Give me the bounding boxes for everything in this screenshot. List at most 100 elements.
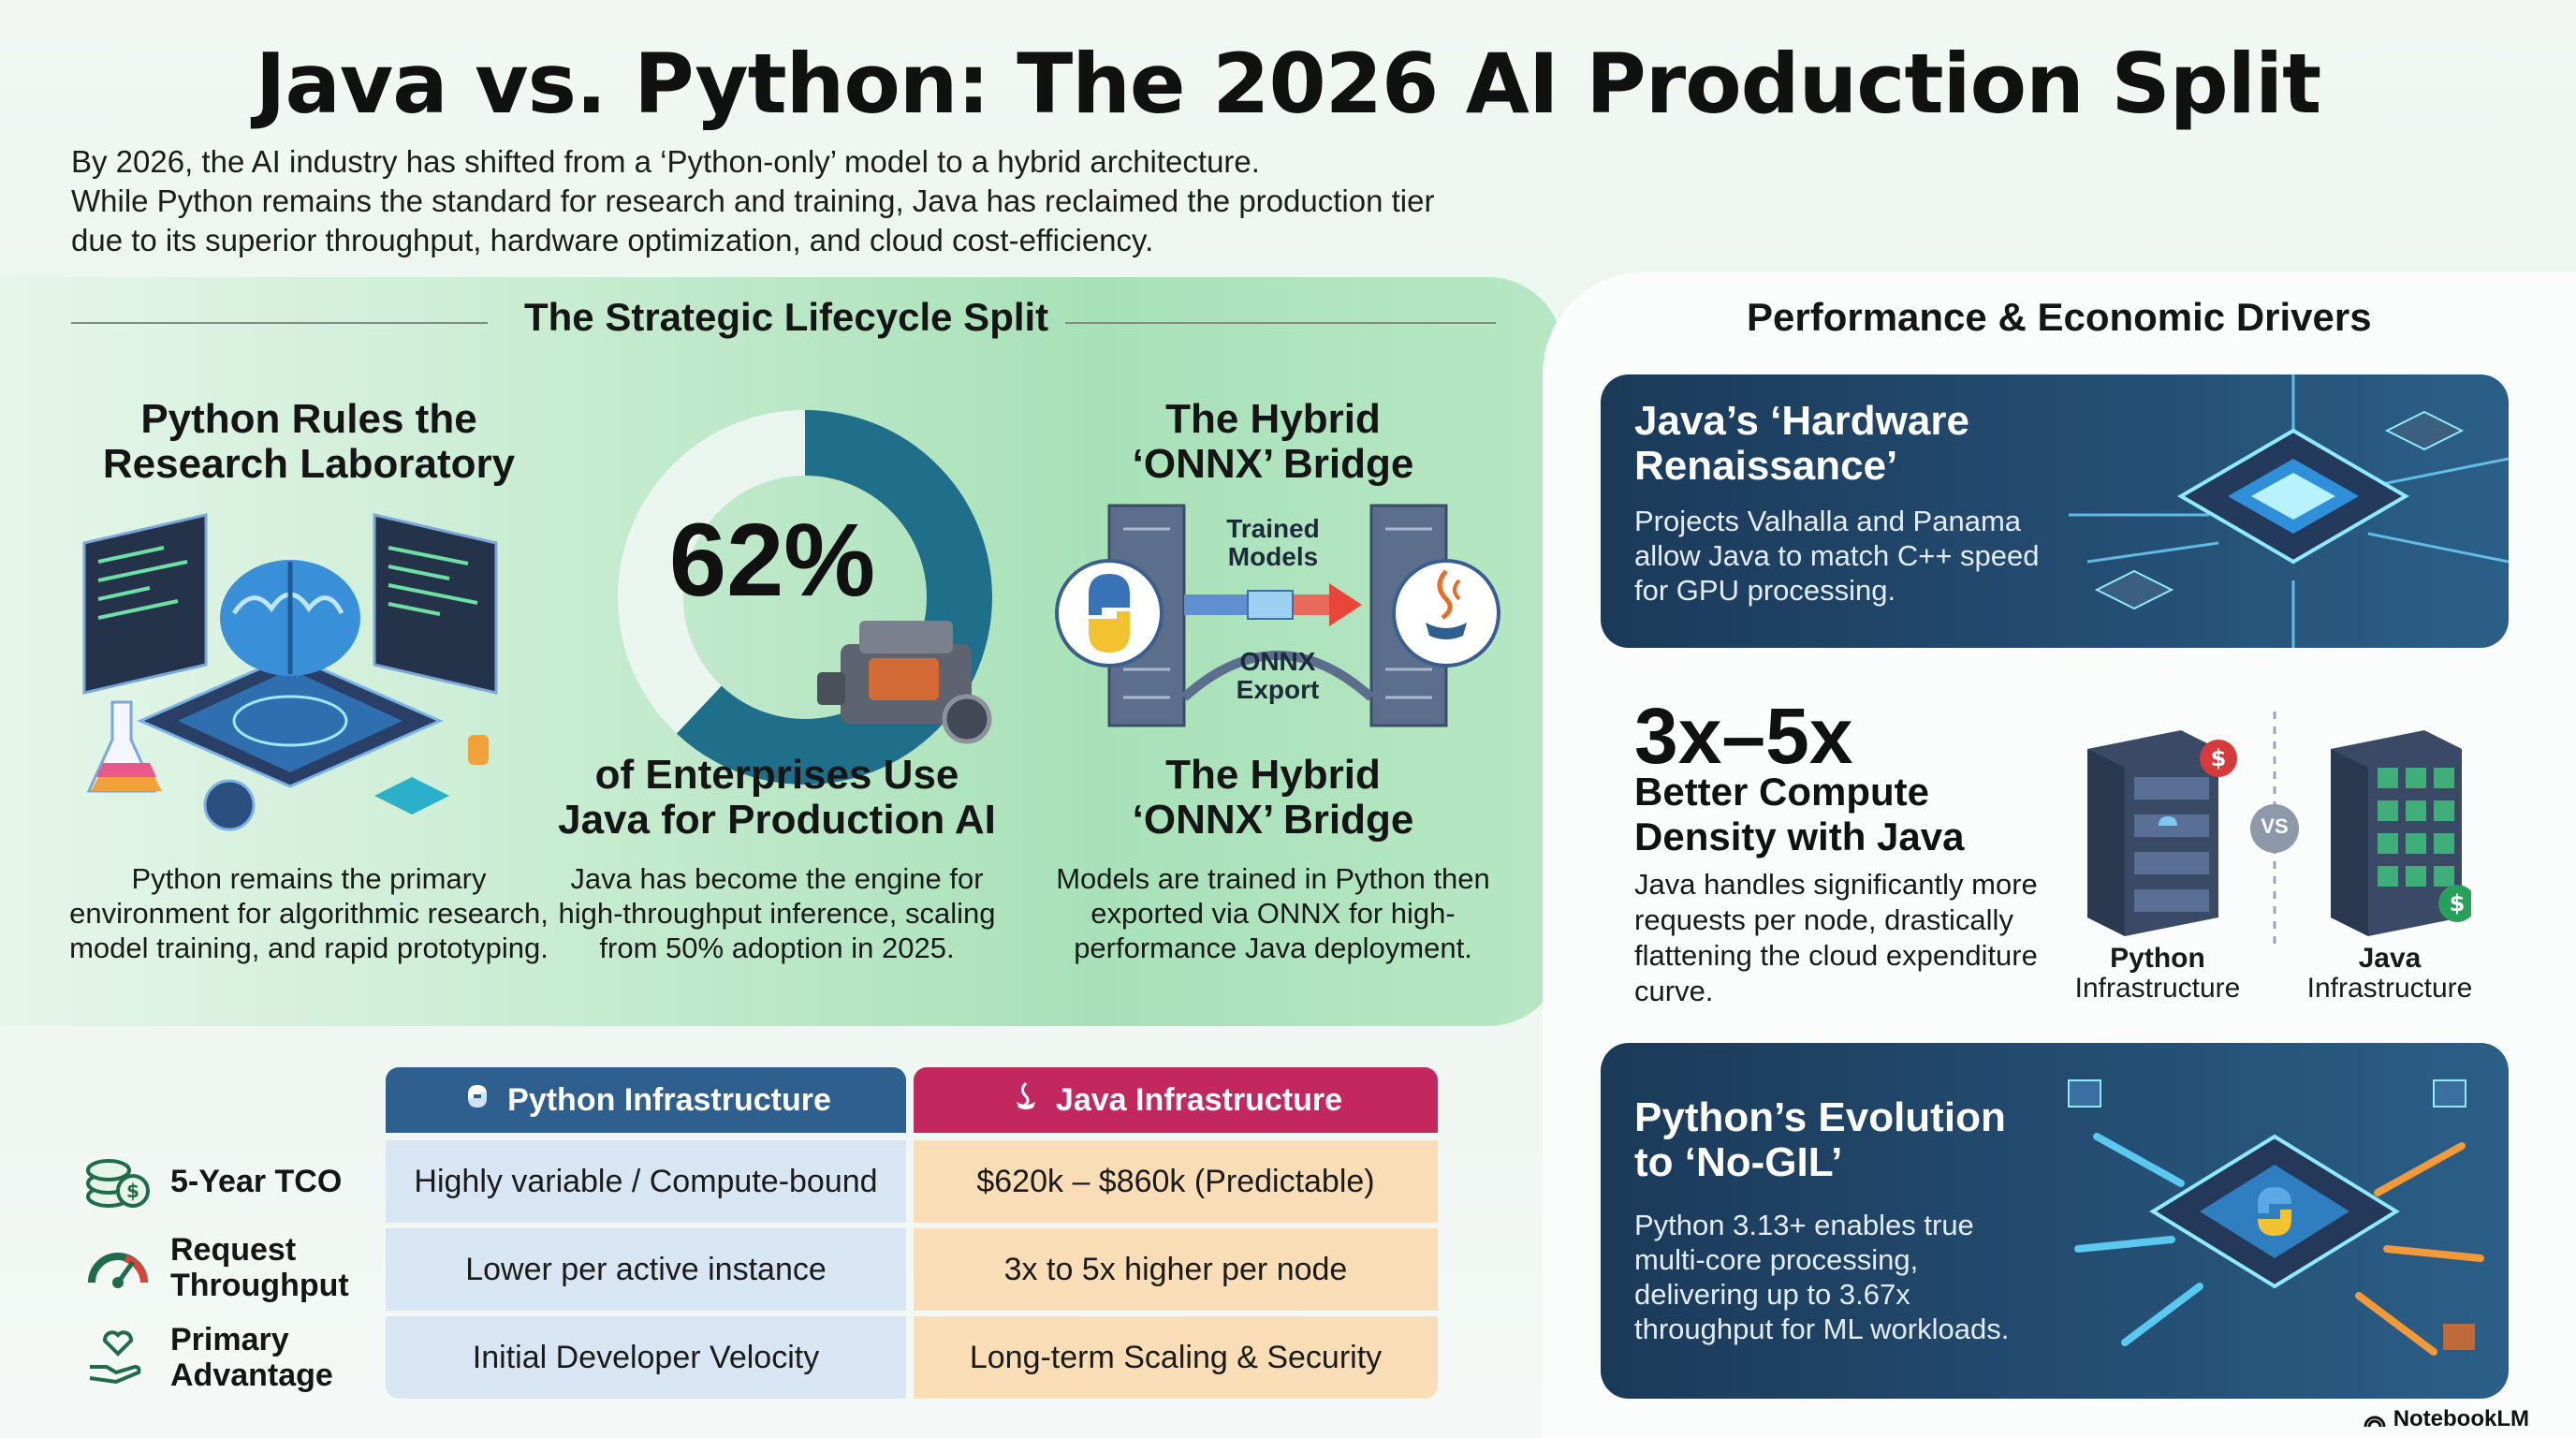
card-title: Java’s ‘Hardware Renaissance’	[1634, 399, 1969, 489]
row-label-text: Throughput	[170, 1268, 349, 1303]
page-title: Java vs. Python: The 2026 AI Production …	[255, 36, 2321, 132]
python-chip-icon	[2068, 1079, 2484, 1356]
engine-icon	[817, 621, 992, 744]
table-cell: Initial Developer Velocity	[386, 1316, 906, 1399]
density-subtitle: Better Compute Density with Java	[1634, 770, 1964, 859]
density-body: Java handles significantly more requests…	[1634, 867, 2046, 1009]
java-infra-caption: Java Infrastructure	[2291, 944, 2488, 1004]
divider	[1065, 322, 1496, 324]
title-line: The Hybrid	[1165, 752, 1381, 798]
label-line: Export	[1236, 675, 1320, 704]
title-line: of Enterprises Use	[594, 752, 959, 798]
caption-line: Infrastructure	[2306, 973, 2473, 1004]
onnx-export-label: ONNX Export	[1208, 648, 1348, 704]
gauge-icon	[88, 1253, 148, 1288]
java-infra-label: Java Infrastructure	[1055, 1081, 1343, 1118]
adoption-donut	[618, 410, 992, 785]
row-label-throughput: Request Throughput	[84, 1232, 349, 1303]
onnx-bridge-subtitle: The Hybrid ‘ONNX’ Bridge	[1039, 753, 1507, 843]
drivers-heading: Performance & Economic Drivers	[1747, 295, 2372, 339]
body-line: Python 3.13+ enables true	[1634, 1209, 1974, 1241]
body-line: environment for algorithmic research,	[69, 897, 549, 930]
python-infra-caption: Python Infrastructure	[2059, 944, 2256, 1004]
title-line: Research Laboratory	[102, 441, 516, 487]
svg-text:$: $	[126, 1180, 139, 1202]
card-body: Python 3.13+ enables true multi-core pro…	[1634, 1208, 2009, 1346]
java-server-icon: $	[2331, 730, 2471, 936]
title-line: Java’s ‘Hardware	[1634, 398, 1969, 444]
svg-text:$: $	[2211, 745, 2227, 771]
intro-line: While Python remains the standard for re…	[71, 183, 1435, 218]
vs-label: VS	[2261, 814, 2289, 838]
row-label-text: 5-Year TCO	[170, 1164, 343, 1199]
brain-chip-icon	[82, 513, 498, 831]
hardware-renaissance-card: Java’s ‘Hardware Renaissance’ Projects V…	[1601, 374, 2509, 648]
body-line: Models are trained in Python then	[1056, 862, 1490, 895]
heart-hand-icon	[89, 1330, 141, 1385]
body-line: for GPU processing.	[1634, 574, 1896, 607]
body-line: exported via ONNX for high-	[1090, 897, 1456, 930]
onnx-bridge-title: The Hybrid ‘ONNX’ Bridge	[1039, 397, 1507, 487]
intro-text: By 2026, the AI industry has shifted fro…	[71, 142, 1531, 260]
java-enterprise-title: of Enterprises Use Java for Production A…	[552, 753, 1002, 843]
caption-line: Infrastructure	[2074, 973, 2241, 1004]
table-cell: Highly variable / Compute-bound	[386, 1140, 906, 1223]
row-label-text: Primary	[170, 1322, 289, 1357]
title-line: ‘ONNX’ Bridge	[1132, 441, 1414, 487]
caption-line: Python	[2110, 943, 2205, 974]
cpu-chip-icon	[2069, 374, 2509, 648]
row-label-text: Request	[170, 1232, 297, 1268]
row-label-text: Advantage	[170, 1357, 333, 1393]
label-line: Models	[1227, 542, 1319, 571]
java-logo-icon	[1009, 1079, 1043, 1122]
caption-line: Java	[2358, 943, 2422, 974]
python-research-body: Python remains the primary environment f…	[37, 861, 580, 965]
body-line: Projects Valhalla and Panama	[1634, 505, 2022, 537]
trained-models-label: Trained Models	[1198, 515, 1348, 571]
body-line: multi-core processing,	[1634, 1243, 1919, 1276]
label-line: ONNX	[1239, 647, 1316, 676]
table-cell: $620k – $860k (Predictable)	[914, 1140, 1438, 1223]
title-line: to ‘No-GIL’	[1634, 1139, 1843, 1185]
title-line: Java for Production AI	[558, 797, 996, 843]
title-line: Python’s Evolution	[1634, 1094, 2006, 1140]
body-line: allow Java to match C++ speed	[1634, 539, 2040, 572]
title-line: Python Rules the	[140, 396, 477, 442]
table-cell: 3x to 5x higher per node	[914, 1228, 1438, 1311]
table-cell: Lower per active instance	[386, 1228, 906, 1311]
label-line: Trained	[1226, 514, 1320, 543]
row-label-tco: $ 5-Year TCO	[84, 1150, 342, 1213]
body-line: Java handles significantly more	[1634, 868, 2038, 901]
body-line: flattening the cloud expenditure	[1634, 939, 2038, 972]
card-body: Projects Valhalla and Panama allow Java …	[1634, 504, 2040, 608]
body-line: delivering up to 3.67x	[1634, 1278, 1910, 1311]
svg-text:$: $	[2450, 890, 2466, 917]
python-infra-header: Python Infrastructure	[386, 1067, 906, 1133]
python-server-icon: $	[2087, 730, 2237, 936]
bridge-icon	[1055, 504, 1500, 727]
python-logo-icon	[461, 1079, 494, 1122]
brand-name: NotebookLM	[2393, 1406, 2529, 1431]
divider	[71, 322, 488, 324]
intro-line: due to its superior throughput, hardware…	[71, 223, 1154, 257]
body-line: high-throughput inference, scaling	[558, 897, 996, 930]
body-line: requests per node, drastically	[1634, 903, 2013, 936]
lifecycle-heading: The Strategic Lifecycle Split	[524, 295, 1049, 339]
python-infra-label: Python Infrastructure	[507, 1081, 831, 1118]
body-line: Java has become the engine for	[570, 862, 984, 895]
card-title: Python’s Evolution to ‘No-GIL’	[1634, 1095, 2006, 1185]
notebooklm-logo-icon	[2364, 1416, 2386, 1428]
infrastructure-comparison-icon: $ $	[2087, 712, 2471, 946]
title-line: ‘ONNX’ Bridge	[1132, 797, 1414, 843]
body-line: from 50% adoption in 2025.	[599, 932, 955, 964]
coins-icon: $	[86, 1159, 150, 1208]
java-infra-header: Java Infrastructure	[914, 1067, 1438, 1133]
density-stat: 3x–5x	[1634, 692, 1853, 780]
body-line: Python remains the primary	[131, 862, 487, 895]
java-enterprise-body: Java has become the engine for high-thro…	[552, 861, 1002, 965]
subtitle-line: Better Compute	[1634, 770, 1930, 814]
adoption-percent: 62%	[668, 503, 876, 618]
subtitle-line: Density with Java	[1634, 814, 1965, 858]
title-line: Renaissance’	[1634, 443, 1898, 489]
row-label-advantage: Primary Advantage	[84, 1322, 333, 1393]
